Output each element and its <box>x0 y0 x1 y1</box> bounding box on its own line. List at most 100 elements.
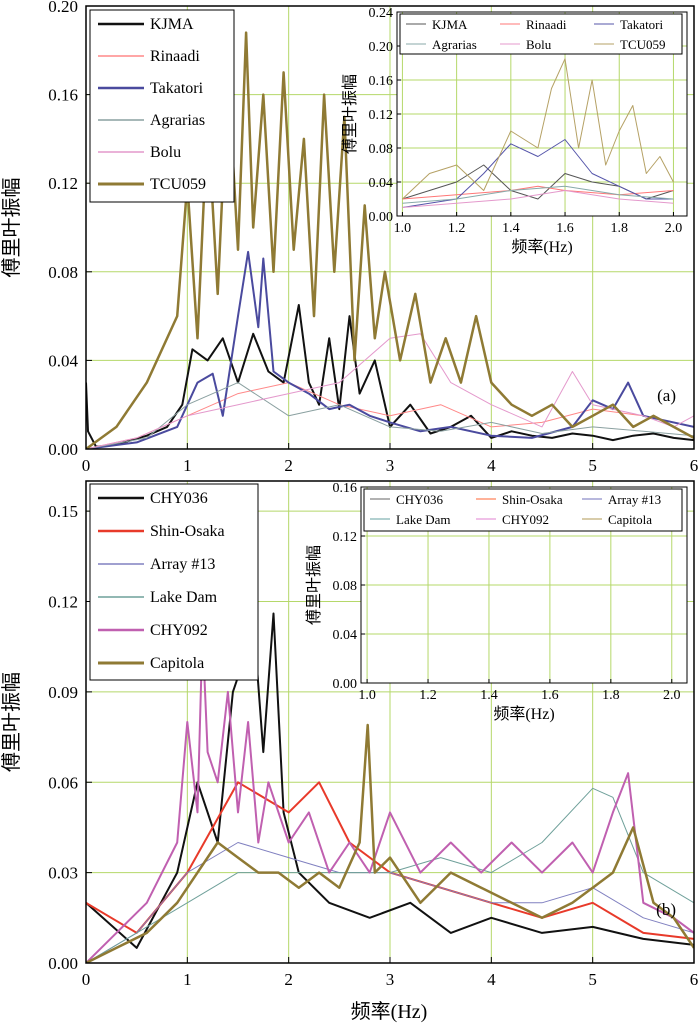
x-tick-label: 1.4 <box>480 688 498 703</box>
panel-tag: (a) <box>657 386 676 405</box>
x-tick-label: 3 <box>386 970 395 989</box>
y-tick-label: 0.04 <box>333 628 358 643</box>
y-tick-label: 0.08 <box>333 579 358 594</box>
series-line-tcu059 <box>402 58 674 200</box>
y-tick-label: 0.04 <box>369 176 394 191</box>
y-tick-label: 0.08 <box>48 263 78 282</box>
y-tick-label: 0.20 <box>48 0 78 16</box>
legend-label: Bolu <box>150 144 181 161</box>
x-tick-label: 1.0 <box>394 221 412 236</box>
legend-box <box>399 13 683 55</box>
x-tick-label: 1.6 <box>556 221 574 236</box>
legend-label: Bolu <box>526 37 552 52</box>
y-axis-label: 傅里叶振幅 <box>0 672 23 772</box>
legend-label: Takatori <box>620 17 664 32</box>
x-tick-label: 1.2 <box>419 688 437 703</box>
y-tick-label: 0.15 <box>48 502 78 521</box>
x-tick-label: 0 <box>82 456 91 475</box>
legend-label: Rinaadi <box>526 17 567 32</box>
legend: CHY036 Shin-Osaka Array #13 Lake Dam CHY092 C… <box>89 483 259 681</box>
series-line-takatori <box>402 139 674 208</box>
legend-label: Agrarias <box>432 37 477 52</box>
x-tick-label: 2 <box>284 456 293 475</box>
legend-label: Lake Dam <box>150 589 218 606</box>
y-tick-label: 0.00 <box>48 440 78 459</box>
y-tick-label: 0.00 <box>333 677 358 692</box>
legend: CHY036 Shin-Osaka Array #13 Lake Dam CHY092 C… <box>363 488 683 532</box>
legend-label: Capitola <box>150 655 204 672</box>
x-tick-label: 1 <box>183 456 192 475</box>
legend-label: Capitola <box>608 512 652 527</box>
legend-label: TCU059 <box>150 176 206 193</box>
y-tick-label: 0.16 <box>369 74 394 89</box>
x-tick-label: 1.2 <box>448 221 466 236</box>
series-line-chy036 <box>86 612 694 949</box>
series-group <box>86 31 694 449</box>
y-tick-label: 0.16 <box>48 86 78 105</box>
series-line-capitola <box>86 723 694 963</box>
y-tick-label: 0.12 <box>333 530 358 545</box>
y-axis-label: 傅里叶振幅 <box>0 178 23 278</box>
legend: KJMA Rinaadi Takatori Agrarias Bolu TCU059 <box>89 9 235 203</box>
x-tick-label: 1 <box>183 970 192 989</box>
y-tick-label: 0.03 <box>48 864 78 883</box>
y-tick-label: 0.00 <box>369 210 394 225</box>
legend-box <box>363 488 683 532</box>
series-group <box>402 58 674 208</box>
x-tick-label: 0 <box>82 970 91 989</box>
y-tick-label: 0.06 <box>48 773 78 792</box>
x-tick-label: 5 <box>588 970 597 989</box>
x-tick-label: 4 <box>487 970 496 989</box>
series-line-takatori <box>86 250 694 449</box>
y-tick-label: 0.24 <box>369 6 394 21</box>
series-line-lake-dam <box>86 787 694 963</box>
legend: KJMA Rinaadi Takatori Agrarias Bolu TCU059 <box>399 13 683 55</box>
x-tick-label: 2.0 <box>663 688 681 703</box>
x-tick-label: 4 <box>487 456 496 475</box>
y-tick-label: 0.12 <box>48 593 78 612</box>
legend-label: Rinaadi <box>150 48 200 65</box>
legend-label: Array #13 <box>608 492 661 507</box>
legend-box <box>89 483 259 681</box>
legend-label: CHY036 <box>150 490 208 507</box>
legend-label: Takatori <box>150 80 204 97</box>
legend-label: KJMA <box>150 16 194 33</box>
legend-label: Shin-Osaka <box>150 523 225 540</box>
panel-undefined-inset: 1.0 1.2 1.4 1.6 1.8 2.0 0.00 0.04 0.08 0.12 0.16 0.… <box>341 6 688 256</box>
legend-box <box>89 9 235 203</box>
y-tick-label: 0.09 <box>48 683 78 702</box>
y-tick-label: 0.16 <box>333 481 358 496</box>
x-tick-label: 2 <box>284 970 293 989</box>
x-tick-label: 1.6 <box>541 688 559 703</box>
x-tick-label: 2.0 <box>665 221 683 236</box>
x-axis-label: 频率(Hz) <box>493 705 554 723</box>
legend-label: Shin-Osaka <box>502 492 563 507</box>
x-axis-label: 频率(Hz) <box>511 238 572 256</box>
legend-label: CHY092 <box>150 622 208 639</box>
series-line-kjma <box>86 304 694 448</box>
x-tick-label: 1.4 <box>502 221 520 236</box>
y-tick-label: 0.20 <box>369 40 394 55</box>
legend-label: CHY036 <box>396 492 443 507</box>
legend-label: Array #13 <box>150 556 215 573</box>
series-line-agrarias <box>402 185 674 204</box>
legend-label: CHY092 <box>502 512 549 527</box>
series-line-bolu <box>402 190 674 208</box>
panel-undefined-inset: 1.0 1.2 1.4 1.6 1.8 2.0 0.00 0.04 0.08 0.12 0.16 傅里… <box>305 481 688 723</box>
y-axis-label: 傅里叶振幅 <box>305 545 323 625</box>
panel-tag: (b) <box>656 900 676 919</box>
legend-label: KJMA <box>432 17 468 32</box>
series-group <box>86 612 694 963</box>
y-axis-label: 傅里叶振幅 <box>341 74 359 154</box>
legend-label: TCU059 <box>620 37 666 52</box>
x-tick-label: 1.8 <box>610 221 628 236</box>
x-tick-label: 6 <box>690 456 699 475</box>
y-tick-label: 0.00 <box>48 954 78 973</box>
bottom-xlabel: 频率(Hz) <box>351 1000 428 1023</box>
x-tick-label: 5 <box>588 456 597 475</box>
legend-label: Lake Dam <box>396 512 451 527</box>
series-line-shin-osaka <box>86 781 694 940</box>
series-line-agrarias <box>86 382 694 449</box>
x-tick-label: 6 <box>690 970 699 989</box>
